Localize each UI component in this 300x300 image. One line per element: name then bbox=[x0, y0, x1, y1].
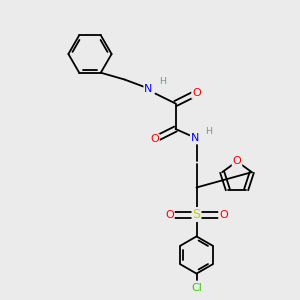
Text: H: H bbox=[159, 77, 166, 86]
Text: O: O bbox=[219, 209, 228, 220]
Text: Cl: Cl bbox=[191, 283, 202, 293]
Text: O: O bbox=[232, 156, 242, 167]
Text: S: S bbox=[193, 208, 200, 221]
Text: O: O bbox=[165, 209, 174, 220]
Text: O: O bbox=[192, 88, 201, 98]
Text: O: O bbox=[150, 134, 159, 145]
Text: N: N bbox=[144, 83, 153, 94]
Text: N: N bbox=[191, 133, 199, 143]
Text: H: H bbox=[206, 127, 213, 136]
